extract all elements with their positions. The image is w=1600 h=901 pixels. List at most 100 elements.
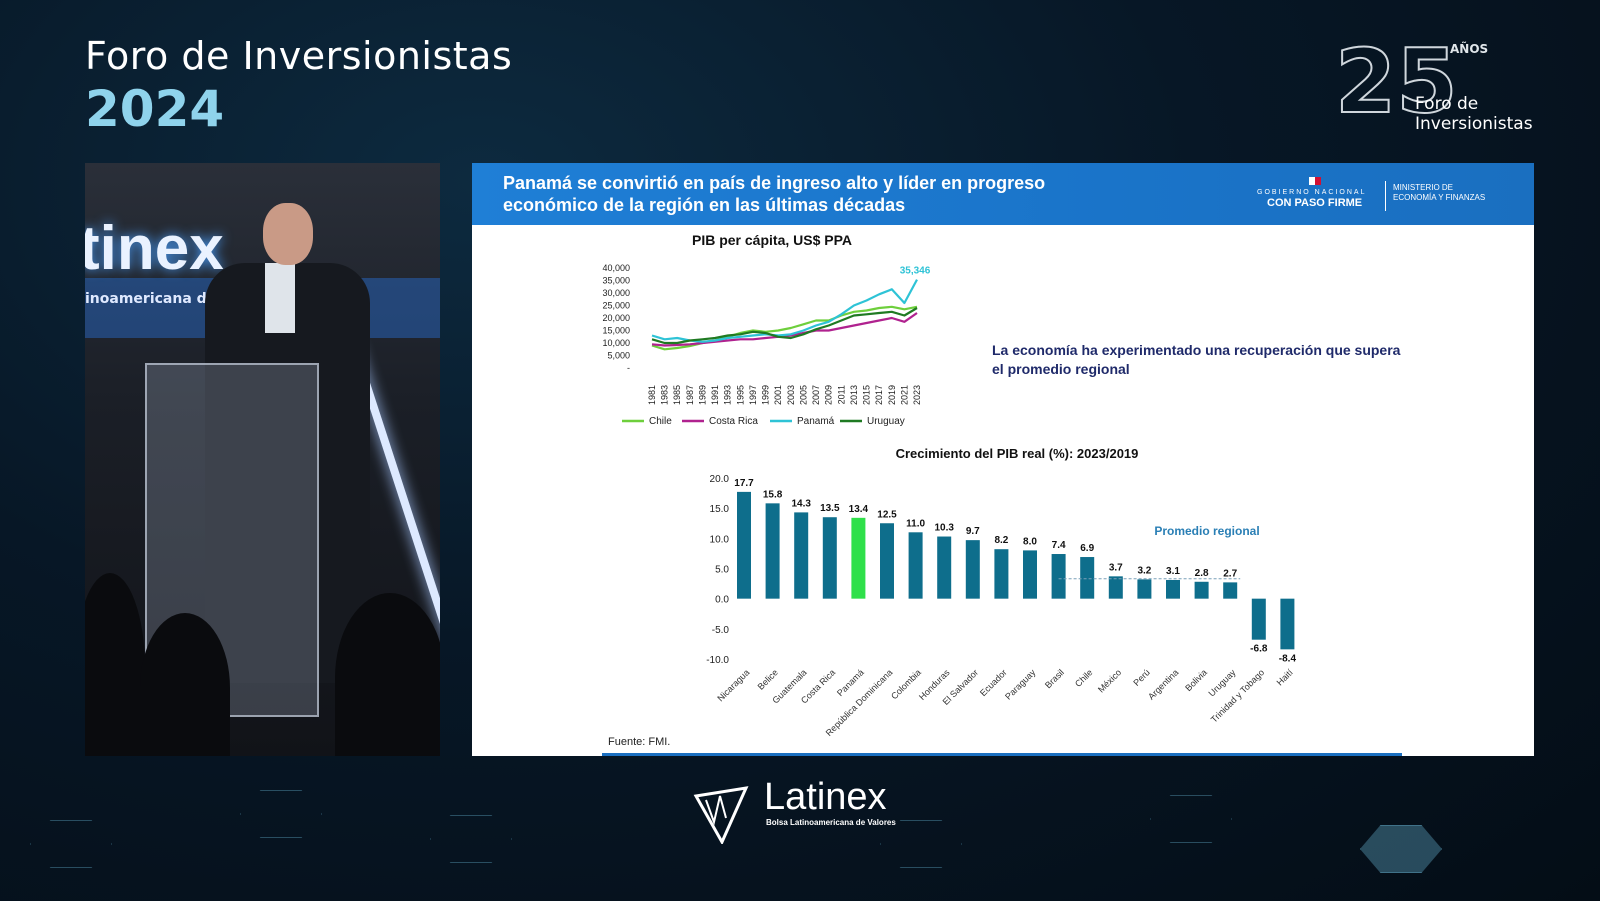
- line-x-tick-label: 2005: [798, 385, 808, 405]
- bar-category-label: Chile: [1073, 667, 1095, 689]
- bar-value-label: 13.5: [820, 503, 840, 514]
- legend-label: Panamá: [797, 416, 835, 427]
- panama-flag-icon: [1309, 177, 1321, 185]
- bar-category-label: Nicaragua: [715, 667, 751, 703]
- latinex-mark-icon: [693, 786, 749, 844]
- anniversary-logo: 25 AÑOS Foro de Inversionistas: [1334, 30, 1535, 138]
- line-x-tick-label: 1991: [710, 385, 720, 405]
- bar-category-label: Argentina: [1146, 667, 1180, 701]
- latinex-logo: Latinex Bolsa Latinoamericana de Valores: [692, 776, 932, 852]
- bar: [1080, 557, 1095, 599]
- bar-value-label: 2.7: [1223, 568, 1237, 579]
- bar-value-label: 9.7: [966, 526, 980, 537]
- legend-label: Costa Rica: [709, 416, 758, 427]
- bar: [1108, 576, 1123, 599]
- source-note: Fuente: FMI.: [608, 736, 671, 748]
- bar-value-label: 10.3: [934, 523, 954, 534]
- gov-line2: CON PASO FIRME: [1267, 197, 1363, 209]
- bar: [994, 549, 1009, 599]
- line-y-tick-label: 35,000: [602, 276, 630, 286]
- bar-category-label: Belice: [756, 667, 780, 691]
- ministry-line2: ECONOMÍA Y FINANZAS: [1393, 193, 1486, 202]
- line-x-tick-label: 2015: [862, 385, 872, 405]
- backdrop-sign: tinex: [85, 214, 224, 283]
- bar: [737, 491, 751, 599]
- line-x-tick-label: 1989: [697, 385, 707, 405]
- line-x-tick-label: 2017: [874, 385, 884, 405]
- bar-y-tick-label: 20.0: [710, 474, 730, 485]
- line-x-tick-label: 1981: [647, 385, 657, 405]
- anniversary-number: 25: [1334, 30, 1458, 133]
- bar: [1251, 598, 1266, 640]
- bar: [794, 512, 809, 599]
- bar: [880, 523, 894, 599]
- speaker-shirt: [265, 263, 295, 333]
- line-series-panamá: [651, 279, 918, 343]
- slide-charts: PIB per cápita, US$ PPA 40,000 35,000 30,00…: [602, 232, 1296, 738]
- bar-value-label: 15.8: [763, 489, 783, 500]
- bar-y-tick-label: 10.0: [710, 534, 730, 545]
- line-annotation-panama: 35,346: [900, 266, 931, 277]
- bar-y-tick-label: -10.0: [706, 655, 729, 666]
- latinex-name: Latinex: [764, 776, 887, 818]
- event-title: Foro de Inversionistas: [85, 34, 513, 78]
- latinex-subtitle: Bolsa Latinoamericana de Valores: [766, 818, 896, 827]
- regional-average-label: Promedio regional: [1154, 524, 1259, 538]
- bar-value-label: 11.0: [906, 518, 925, 529]
- presentation-slide: Panamá se convirtió en país de ingreso a…: [472, 163, 1534, 756]
- audience-head: [85, 573, 145, 756]
- bar-value-label: -6.8: [1250, 644, 1268, 655]
- bar-value-label: 3.7: [1109, 562, 1123, 573]
- bar: [765, 503, 780, 599]
- line-x-tick-label: 2023: [912, 385, 922, 405]
- line-x-tick-label: 2019: [887, 385, 897, 405]
- bar-category-label: Brasil: [1043, 667, 1066, 690]
- speaker-video: tinex inoamericana de: [85, 163, 440, 756]
- line-y-tick-label: 5,000: [607, 351, 630, 361]
- bar: [1280, 598, 1295, 650]
- logo-divider: [1385, 181, 1386, 211]
- line-y-tick-label: 15,000: [602, 326, 630, 336]
- bar-value-label: 8.2: [994, 535, 1008, 546]
- line-x-tick-label: 1993: [723, 385, 733, 405]
- line-x-tick-label: 2009: [824, 385, 834, 405]
- bar: [1223, 582, 1238, 599]
- line-x-tick-label: 2011: [836, 385, 846, 404]
- bar-category-label: Paraguay: [1003, 667, 1038, 702]
- legend-label: Uruguay: [867, 416, 905, 427]
- slide-header: Panamá se convirtió en país de ingreso a…: [472, 163, 1534, 225]
- line-x-tick-label: 1983: [660, 385, 670, 405]
- audience-head: [335, 593, 440, 756]
- bar: [908, 532, 923, 599]
- slide-note: La economía ha experimentado una recuper…: [992, 342, 1401, 377]
- bar-category-label: Trinidad y Tobago: [1209, 667, 1266, 724]
- bar-value-label: 17.7: [734, 478, 754, 489]
- line-x-tick-label: 1987: [685, 385, 695, 405]
- bar: [1194, 581, 1209, 599]
- background-hexagon: [240, 790, 322, 838]
- line-y-tick-label: 40,000: [602, 263, 630, 273]
- bar-value-label: 3.1: [1166, 566, 1180, 577]
- event-year: 2024: [85, 80, 225, 138]
- bar-value-label: 13.4: [849, 504, 869, 515]
- speaker-body: [205, 263, 370, 683]
- bar-category-label: Haití: [1275, 667, 1296, 688]
- line-y-tick-label: 25,000: [602, 301, 630, 311]
- anniversary-line2: Inversionistas: [1415, 114, 1533, 134]
- gov-line1: GOBIERNO NACIONAL: [1257, 189, 1367, 196]
- bar: [851, 517, 866, 599]
- bar: [937, 536, 952, 599]
- bar-y-tick-label: 15.0: [710, 504, 730, 515]
- background-hexagon: [1360, 825, 1442, 873]
- line-series-uruguay: [651, 307, 918, 345]
- audience-head: [140, 613, 230, 756]
- bar-y-tick-label: -5.0: [712, 625, 730, 636]
- bar: [1166, 579, 1180, 599]
- slide-bottom-line: [602, 753, 1402, 756]
- line-x-tick-label: 1999: [761, 385, 771, 405]
- bar-y-tick-label: 5.0: [715, 565, 729, 576]
- line-x-tick-label: 2003: [786, 385, 796, 405]
- line-x-tick-label: 2007: [811, 385, 821, 405]
- line-y-tick-label: 10,000: [602, 338, 630, 348]
- line-series-costa-rica: [651, 312, 918, 347]
